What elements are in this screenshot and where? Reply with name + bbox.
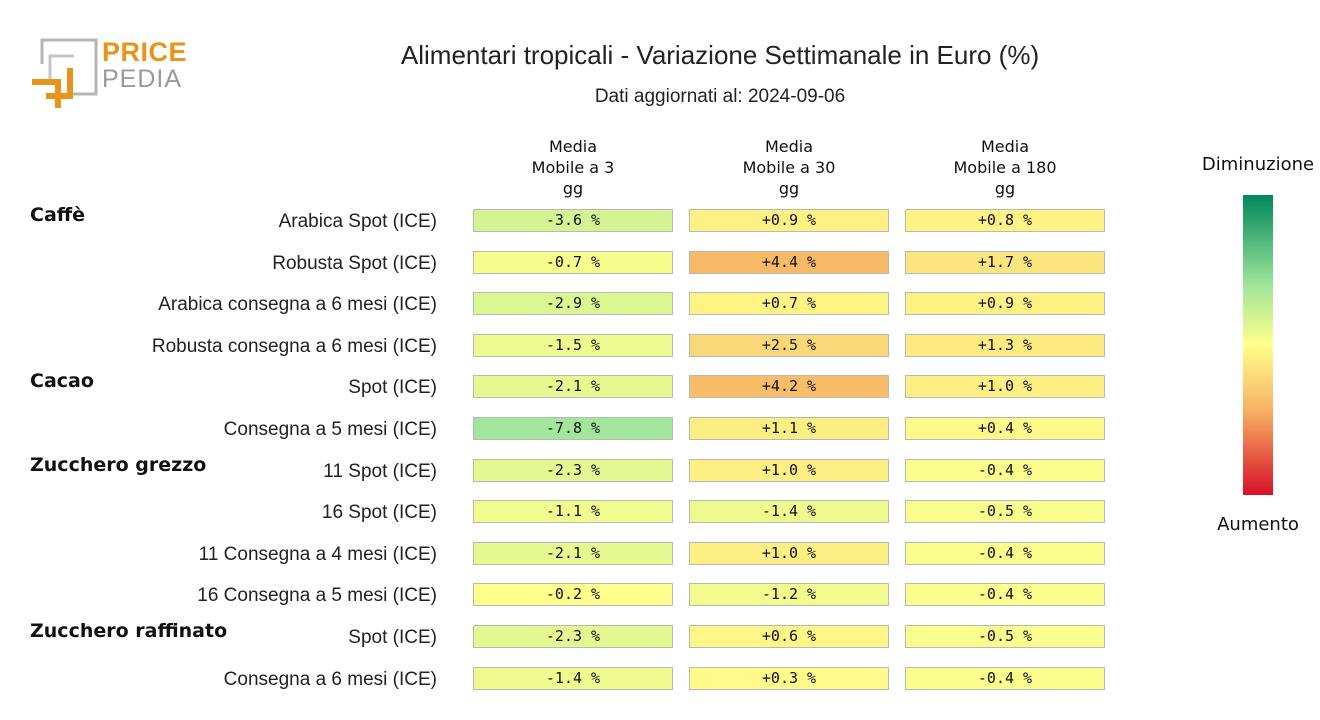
heatmap-cell: +0.6 % bbox=[689, 625, 889, 648]
chart-subtitle: Dati aggiornati al: 2024-09-06 bbox=[594, 86, 846, 107]
row-label: 16 Spot (ICE) bbox=[321, 502, 437, 524]
logo-mark-icon bbox=[32, 38, 98, 108]
row-label: 16 Consegna a 5 mesi (ICE) bbox=[197, 585, 437, 607]
row-label: 11 Consegna a 4 mesi (ICE) bbox=[198, 543, 437, 565]
pricepedia-logo: PRICE PEDIA bbox=[30, 38, 190, 110]
heatmap-cell: +0.4 % bbox=[905, 417, 1105, 440]
row-label: Consegna a 5 mesi (ICE) bbox=[223, 419, 437, 440]
heatmap-cell: +1.0 % bbox=[905, 375, 1105, 399]
chart-title: Alimentari tropicali - Variazione Settim… bbox=[400, 40, 1040, 70]
heatmap-cell: +1.0 % bbox=[689, 541, 889, 565]
row-label: 11 Spot (ICE) bbox=[323, 460, 437, 482]
heatmap-cell: -0.7 % bbox=[473, 250, 673, 274]
heatmap-cell: +1.7 % bbox=[905, 250, 1105, 274]
row-label: Spot (ICE) bbox=[348, 627, 437, 648]
group-label: Zucchero grezzo bbox=[30, 453, 207, 476]
heatmap-cell: +2.5 % bbox=[689, 333, 889, 357]
logo-word-pedia: PEDIA bbox=[102, 65, 183, 93]
heatmap-cell: +1.1 % bbox=[689, 417, 889, 440]
group-label: Cacao bbox=[30, 370, 94, 393]
heatmap-cell: +4.4 % bbox=[689, 250, 889, 274]
group-label: Caffè bbox=[30, 204, 86, 226]
color-scale-bar bbox=[1243, 195, 1273, 495]
row-label: Arabica Spot (ICE) bbox=[278, 211, 437, 232]
column-header-1: Media Mobile a 3 gg bbox=[531, 137, 615, 198]
heatmap-cell: -0.4 % bbox=[905, 458, 1105, 482]
heatmap-cell: -2.3 % bbox=[473, 625, 673, 648]
heatmap-cell: -0.2 % bbox=[473, 583, 673, 607]
heatmap-cell: +4.2 % bbox=[689, 375, 889, 399]
heatmap-cell: -7.8 % bbox=[473, 417, 673, 440]
heatmap-cell: +0.9 % bbox=[905, 292, 1105, 316]
heatmap-cell: -0.4 % bbox=[905, 583, 1105, 607]
row-label: Arabica consegna a 6 mesi (ICE) bbox=[158, 294, 437, 316]
heatmap-cell: -2.3 % bbox=[473, 458, 673, 482]
heatmap-cell: +0.7 % bbox=[689, 292, 889, 316]
column-header-2: Media Mobile a 30 gg bbox=[742, 137, 836, 198]
heatmap-cell: -2.9 % bbox=[473, 292, 673, 316]
column-header-3: Media Mobile a 180 gg bbox=[953, 137, 1057, 198]
row-label: Consegna a 6 mesi (ICE) bbox=[223, 668, 437, 690]
legend-top-label: Diminuzione bbox=[1201, 154, 1315, 175]
row-label: Robusta consegna a 6 mesi (ICE) bbox=[151, 335, 437, 357]
heatmap-cell: -1.1 % bbox=[473, 500, 673, 524]
heatmap-cell: +1.3 % bbox=[905, 333, 1105, 357]
heatmap-cell: -2.1 % bbox=[473, 541, 673, 565]
heatmap-cell: -1.2 % bbox=[689, 583, 889, 607]
row-label: Robusta Spot (ICE) bbox=[272, 252, 437, 274]
heatmap-cell: -0.4 % bbox=[905, 541, 1105, 565]
heatmap-cell: -1.4 % bbox=[689, 500, 889, 524]
group-label: Zucchero raffinato bbox=[30, 620, 228, 642]
heatmap-cell: -1.5 % bbox=[473, 333, 673, 357]
heatmap-cell: -0.5 % bbox=[905, 625, 1105, 648]
heatmap-cell: -2.1 % bbox=[473, 375, 673, 399]
heatmap-cell: -0.5 % bbox=[905, 500, 1105, 524]
heatmap-cell: -1.4 % bbox=[473, 666, 673, 690]
heatmap-cell: +0.8 % bbox=[905, 209, 1105, 232]
heatmap-cell: +0.3 % bbox=[689, 666, 889, 690]
legend-bottom-label: Aumento bbox=[1217, 514, 1299, 535]
heatmap-cell: -0.4 % bbox=[905, 666, 1105, 690]
heatmap-cell: +0.9 % bbox=[689, 209, 889, 232]
heatmap-cell: +1.0 % bbox=[689, 458, 889, 482]
row-label: Spot (ICE) bbox=[348, 377, 437, 399]
heatmap-cell: -3.6 % bbox=[473, 209, 673, 232]
logo-word-price: PRICE bbox=[102, 37, 188, 67]
